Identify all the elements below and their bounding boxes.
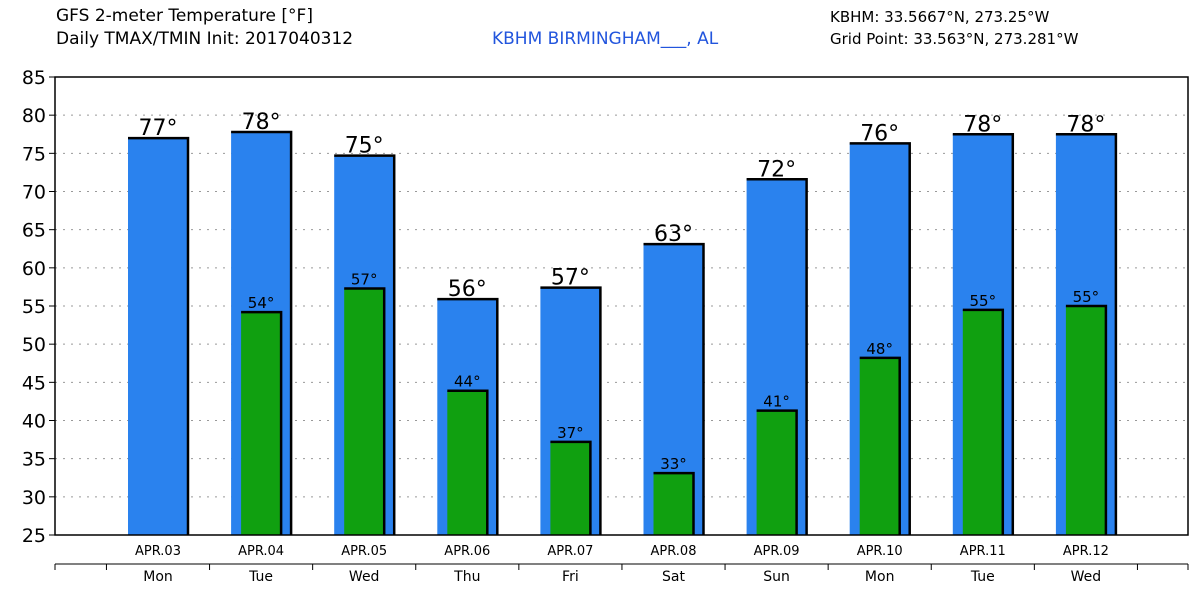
tmax-label: 72°	[757, 157, 796, 182]
tmin-label: 44°	[454, 373, 481, 391]
x-day-label: Mon	[865, 569, 895, 585]
x-day-label: Thu	[453, 569, 480, 585]
tmax-label: 63°	[654, 222, 693, 247]
tmin-bar-outline	[653, 471, 695, 535]
tmax-label: 75°	[345, 134, 384, 159]
tmin-bar-outline	[447, 389, 489, 535]
x-date-label: APR.03	[135, 544, 181, 559]
tmin-label: 54°	[248, 294, 275, 312]
tmin-bar-outline	[962, 308, 1005, 535]
x-day-label: Sun	[763, 569, 790, 585]
x-date-label: APR.05	[341, 544, 387, 559]
tmin-bar	[756, 410, 797, 535]
tmin-label: 55°	[970, 292, 997, 310]
tmax-bar-outline	[231, 130, 293, 535]
y-tick-label: 25	[22, 525, 46, 547]
tmax-label: 76°	[860, 121, 899, 146]
x-day-label: Fri	[562, 569, 579, 585]
x-date-label: APR.10	[857, 544, 903, 559]
tmin-bar	[962, 309, 1003, 535]
tmin-label: 33°	[660, 455, 687, 473]
tmax-bar-outline	[128, 136, 190, 535]
tmin-bar-outline	[859, 356, 901, 535]
tmax-bar-outline	[643, 242, 705, 535]
tmax-bar-outline	[746, 178, 808, 535]
tmin-bar	[1065, 306, 1106, 535]
x-day-label: Tue	[248, 569, 273, 585]
tmin-bar-outline	[344, 287, 386, 535]
x-date-label: APR.08	[651, 544, 697, 559]
x-day-label: Tue	[970, 569, 995, 585]
x-date-label: APR.04	[238, 544, 284, 559]
tmin-label: 55°	[1073, 288, 1100, 306]
x-day-label: Wed	[349, 569, 380, 585]
x-day-label: Mon	[143, 569, 173, 585]
x-day-label: Sat	[662, 569, 685, 585]
tmax-bar-outline	[437, 297, 499, 535]
x-day-label: Wed	[1071, 569, 1102, 585]
tmin-bar-outline	[1065, 304, 1108, 535]
grid-point-coordinates: Grid Point: 33.563°N, 273.281°W	[830, 30, 1079, 48]
x-date-label: APR.06	[444, 544, 490, 559]
y-tick-label: 65	[22, 220, 46, 242]
x-date-label: APR.12	[1063, 544, 1109, 559]
y-tick-label: 30	[22, 487, 46, 509]
tmax-label: 57°	[551, 266, 590, 291]
tmax-label: 78°	[963, 112, 1002, 137]
tmax-bar	[128, 138, 188, 536]
y-tick-label: 45	[22, 372, 46, 394]
y-tick-label: 55	[22, 296, 46, 318]
tmin-bar-outline	[550, 440, 592, 535]
tmin-bar	[859, 357, 900, 535]
y-tick-label: 70	[22, 182, 46, 204]
y-tick-label: 80	[22, 105, 46, 127]
tmin-bar	[447, 390, 488, 535]
tmax-bar-outline	[540, 286, 602, 535]
tmin-bar	[550, 441, 591, 535]
plot-frame	[54, 76, 1189, 536]
tmax-label: 56°	[448, 277, 487, 302]
tmin-label: 41°	[763, 393, 790, 411]
station-label: KBHM BIRMINGHAM___, AL	[492, 29, 719, 49]
tmax-bar-outline	[334, 154, 396, 535]
tmin-bar	[344, 288, 385, 535]
tmax-label: 78°	[242, 110, 281, 135]
y-tick-label: 35	[22, 449, 46, 471]
x-date-label: APR.07	[547, 544, 593, 559]
x-date-label: APR.09	[754, 544, 800, 559]
tmin-label: 37°	[557, 424, 584, 442]
station-coordinates: KBHM: 33.5667°N, 273.25°W	[830, 8, 1050, 26]
chart-subtitle: Daily TMAX/TMIN Init: 2017040312	[56, 29, 354, 49]
x-date-label: APR.11	[960, 544, 1006, 559]
y-tick-label: 85	[22, 67, 46, 89]
tmin-bar	[241, 312, 282, 535]
y-tick-label: 50	[22, 334, 46, 356]
tmax-label: 78°	[1066, 112, 1105, 137]
tmin-bar	[653, 473, 694, 535]
y-tick-label: 75	[22, 143, 46, 165]
tmax-bar-outline	[1055, 133, 1118, 535]
chart-title: GFS 2-meter Temperature [°F]	[56, 6, 313, 26]
tmax-label: 77°	[139, 116, 178, 141]
tmax-bar-outline	[849, 142, 911, 535]
tmin-bar-outline	[241, 310, 283, 535]
tmax-bar-outline	[952, 133, 1015, 535]
tmin-label: 48°	[866, 340, 893, 358]
tmin-label: 57°	[351, 270, 378, 288]
y-tick-label: 60	[22, 258, 46, 280]
tmin-bar-outline	[756, 409, 798, 535]
y-tick-label: 40	[22, 411, 46, 433]
